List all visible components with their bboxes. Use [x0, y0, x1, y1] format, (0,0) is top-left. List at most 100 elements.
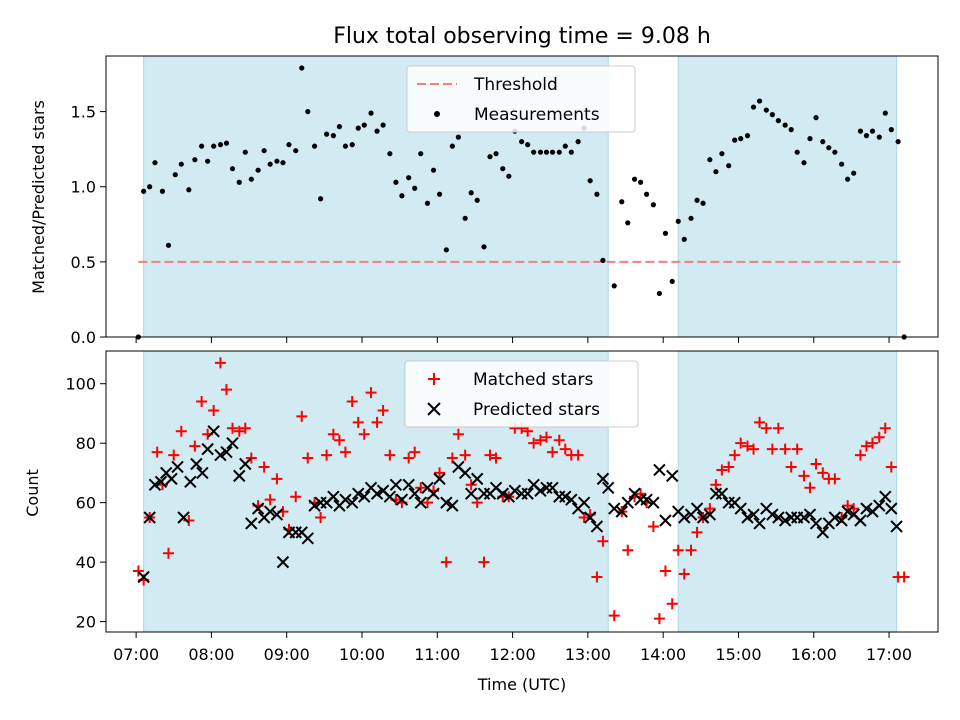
- predicted-star-point: [446, 499, 459, 512]
- predicted-star-point: [496, 487, 510, 500]
- matched-star-point: [760, 422, 772, 434]
- predicted-star-point: [666, 469, 679, 483]
- matched-star-point: [321, 449, 333, 461]
- matched-star-point: [327, 428, 339, 440]
- matched-star-point: [898, 571, 910, 583]
- measurement-point: [267, 161, 273, 167]
- matched-star-point: [258, 461, 270, 473]
- y-tick-label: 1.0: [71, 178, 96, 197]
- predicted-star-point: [696, 511, 710, 524]
- measurement-point: [406, 175, 412, 181]
- measurement-point: [443, 247, 449, 253]
- measurement-point: [147, 184, 153, 190]
- measurement-point: [575, 139, 581, 145]
- measurement-point: [738, 136, 744, 142]
- matched-star-point: [302, 452, 314, 464]
- measurement-point: [311, 143, 318, 149]
- measurement-point: [387, 151, 393, 157]
- x-tick-label: 15:00: [715, 645, 761, 664]
- measurement-point: [556, 149, 562, 155]
- predicted-star-point: [835, 514, 848, 527]
- predicted-star-point: [233, 469, 246, 483]
- measurement-point: [839, 161, 845, 167]
- predicted-star-point: [196, 466, 209, 480]
- measurement-point: [763, 107, 769, 113]
- top-axes-frame: [105, 55, 939, 338]
- measurement-point: [242, 149, 248, 155]
- predicted-star-point: [577, 496, 591, 509]
- matched-star-point: [434, 467, 446, 479]
- matched-star-point: [151, 446, 163, 458]
- bottom-x-ticks: 07:00 08:00 09:00 10:00 11:00 12:00 13:00 14:00…: [113, 632, 912, 664]
- predicted-star-point: [734, 502, 747, 515]
- matched-star-point: [440, 556, 452, 568]
- predicted-star-point: [327, 490, 340, 503]
- predicted-star-point: [408, 487, 421, 500]
- x-tick-label: 12:00: [490, 645, 536, 664]
- y-tick-label: 1.5: [71, 103, 96, 122]
- measurement-point: [449, 143, 455, 149]
- matched-star-point: [559, 443, 571, 455]
- measurement-point: [637, 179, 644, 185]
- measurement-point: [399, 193, 405, 199]
- measurement-point: [876, 134, 882, 140]
- measurement-point: [274, 158, 280, 164]
- measurement-point: [342, 143, 349, 149]
- predicted-star-point: [270, 508, 284, 521]
- bottom-axes-frame: [105, 350, 939, 633]
- predicted-star-point: [583, 511, 597, 524]
- measurement-point: [178, 161, 184, 167]
- matched-star-point: [226, 422, 238, 434]
- measurement-point: [286, 142, 292, 148]
- matched-star-point: [208, 404, 220, 416]
- measurement-point: [650, 202, 656, 208]
- measurement-point: [775, 118, 781, 124]
- measurement-point: [305, 108, 311, 115]
- predicted-star-point: [207, 425, 220, 438]
- predicted-star-point: [427, 487, 440, 500]
- measurement-point: [430, 167, 437, 173]
- matched-star-point: [716, 464, 728, 476]
- measurement-point: [807, 136, 813, 142]
- predicted-star-point: [602, 481, 615, 494]
- measurement-point: [845, 176, 851, 182]
- measurement-point: [186, 187, 192, 193]
- matched-star-point: [804, 482, 816, 494]
- observing-window-1: [677, 350, 898, 633]
- measurement-point: [152, 160, 158, 166]
- measurement-point: [336, 124, 343, 130]
- measurement-point: [500, 166, 506, 172]
- predicted-star-point: [521, 487, 534, 500]
- predicted-star-point: [596, 472, 610, 486]
- x-tick-label: 14:00: [640, 645, 686, 664]
- measurement-point: [888, 127, 894, 133]
- measurement-point: [662, 230, 669, 236]
- predicted-star-point: [753, 517, 766, 530]
- predicted-star-point: [143, 511, 156, 524]
- predicted-star-point: [395, 493, 409, 506]
- measurement-point: [726, 163, 732, 169]
- matched-star-point: [729, 449, 741, 461]
- y-tick-label: 80: [76, 434, 96, 453]
- top-panel: 0.0 0.5 1.0 1.5 Matched/Predicted stars Thr…: [29, 55, 939, 347]
- measurement-point: [211, 143, 217, 149]
- matched-star-point: [346, 396, 358, 408]
- measurement-point: [594, 191, 600, 197]
- matched-star-point: [333, 434, 345, 446]
- measurement-point: [688, 215, 694, 221]
- predicted-star-point: [546, 481, 559, 494]
- top-legend-box: [406, 65, 636, 133]
- bottom-legend-box: [404, 360, 639, 428]
- top-x-ticks: [135, 337, 890, 343]
- matched-star-point: [572, 449, 584, 461]
- matched-star-point: [597, 535, 609, 547]
- measurement-point: [549, 149, 556, 155]
- matched-star-point: [817, 467, 829, 479]
- predicted-star-point: [703, 508, 717, 521]
- measurement-point: [732, 137, 738, 143]
- predicted-star-point: [190, 457, 203, 471]
- matched-star-point: [754, 416, 766, 428]
- matched-star-point: [371, 416, 383, 428]
- predicted-star-point: [239, 457, 252, 471]
